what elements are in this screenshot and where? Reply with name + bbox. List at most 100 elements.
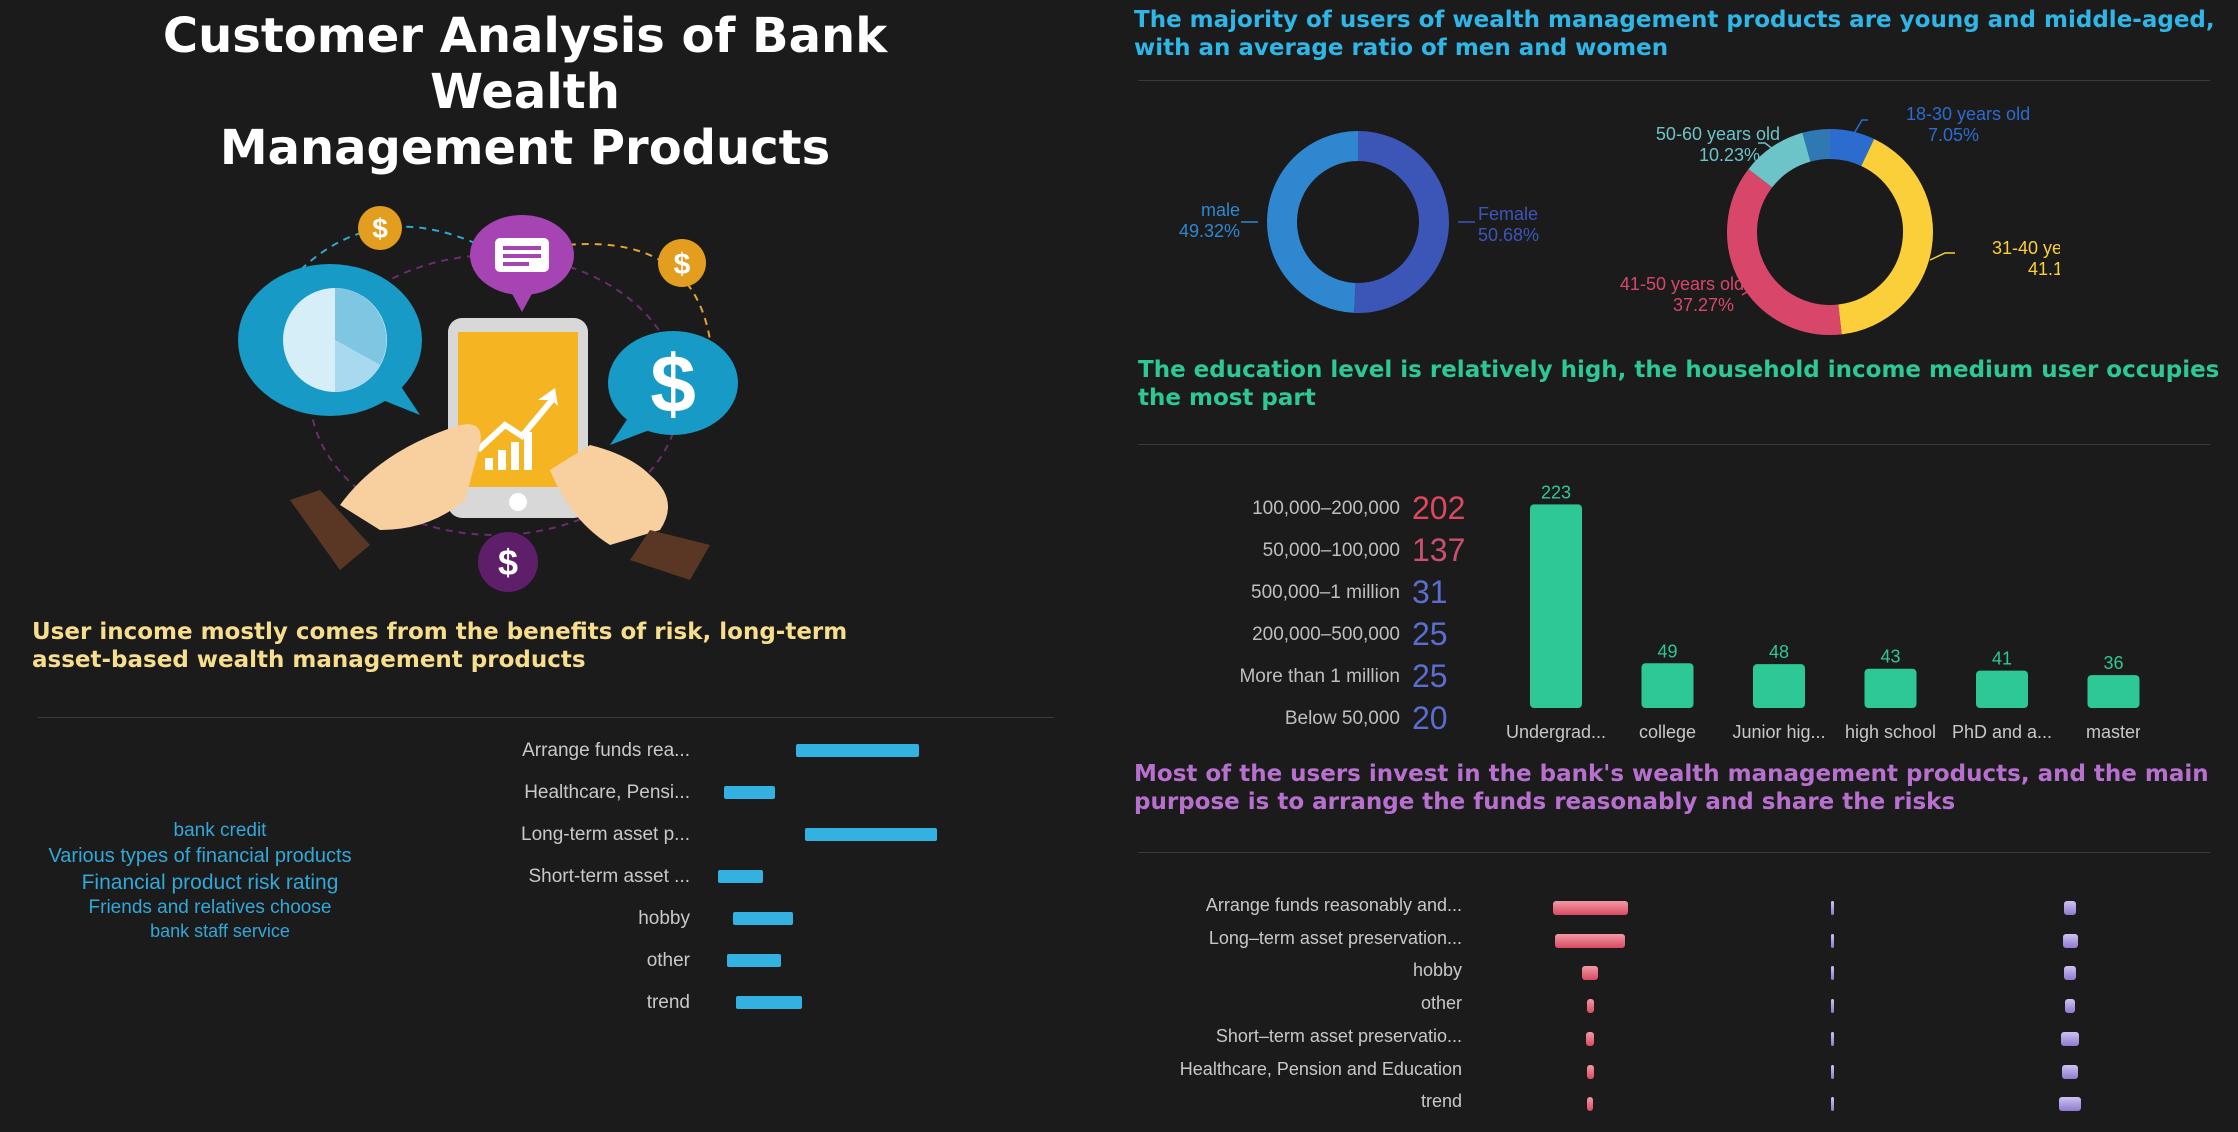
purpose-bar — [1830, 1097, 1834, 1112]
slice-label: male — [1201, 200, 1240, 220]
donut-slice — [1267, 131, 1359, 313]
income-range-label: Below 50,000 — [1284, 708, 1400, 729]
donut-slice — [1802, 129, 1831, 162]
purpose-bar — [2062, 933, 2078, 948]
education-value-label: 43 — [1880, 647, 1900, 667]
purpose-bar — [1830, 901, 1834, 915]
purpose-heading: Most of the users invest in the bank's w… — [1134, 761, 2209, 815]
income-range-value: 137 — [1412, 532, 1466, 568]
divider — [1138, 852, 2210, 853]
purpose-bar — [1830, 1031, 1834, 1046]
income-source-label: other — [646, 950, 690, 971]
education-value-label: 223 — [1541, 482, 1571, 502]
purpose-bar — [1830, 1064, 1834, 1079]
education-category-label: Undergrad... — [1506, 722, 1606, 742]
pie-chart-bubble-icon — [238, 264, 422, 416]
purpose-bar — [1586, 1064, 1594, 1079]
income-source-bar — [718, 870, 763, 883]
education-category-label: Junior hig... — [1732, 722, 1825, 742]
donut-slice — [1748, 132, 1811, 188]
svg-text:$: $ — [372, 213, 388, 244]
purpose-label: hobby — [1412, 960, 1462, 981]
income-source-bar — [724, 786, 775, 799]
income-source-label: Arrange funds rea... — [522, 740, 690, 761]
purpose-label: trend — [1420, 1091, 1462, 1112]
donut-slice — [1829, 129, 1875, 167]
education-bar-chart: 223 Undergrad... 49 college 48 Junior hig... 4… — [1506, 482, 2140, 742]
purpose-bar — [1830, 966, 1834, 981]
slice-label: 31-40 years old — [1992, 238, 2060, 258]
income-range-label: More than 1 million — [1239, 666, 1400, 687]
education-bar — [1641, 663, 1694, 708]
income-source-bar — [805, 828, 937, 841]
education-value-label: 48 — [1769, 642, 1789, 662]
income-source-label: Healthcare, Pensi... — [524, 782, 690, 803]
purpose-bar — [2065, 999, 2075, 1014]
cloud-word: Friends and relatives choose — [88, 897, 332, 918]
slice-percent: 10.23% — [1699, 145, 1760, 165]
wealth-management-illustration: $ $ $ $ — [238, 206, 738, 592]
income-source-bar — [796, 744, 919, 757]
education-income-heading: The education level is relatively high, … — [1138, 357, 2220, 411]
purpose-bar — [1586, 1031, 1594, 1046]
slice-label: Female — [1478, 204, 1538, 224]
purpose-bar — [1587, 1097, 1593, 1112]
slice-percent: 37.27% — [1673, 295, 1734, 315]
word-cloud: bank credit Various types of financial p… — [40, 818, 440, 944]
income-source-label: trend — [646, 992, 690, 1013]
income-range-label: 200,000–500,000 — [1252, 624, 1400, 645]
education-bar — [1864, 668, 1917, 708]
purpose-bar — [1555, 933, 1625, 948]
divider — [1138, 80, 2210, 81]
slice-percent: 7.05% — [1928, 125, 1979, 145]
page-title: Customer Analysis of Bank Wealth Managem… — [60, 8, 990, 176]
donut-slice — [1837, 138, 1933, 335]
smartphone-icon — [448, 318, 588, 518]
coin-icon: $ — [478, 532, 538, 592]
leader-line — [1741, 289, 1760, 296]
purpose-label: Short–term asset preservatio... — [1215, 1025, 1462, 1046]
income-range-label: 50,000–100,000 — [1262, 540, 1400, 561]
purpose-bar — [1586, 999, 1594, 1014]
purpose-bar — [2061, 1031, 2079, 1046]
income-source-label: Short-term asset ... — [528, 866, 690, 887]
purpose-bar — [2064, 901, 2076, 915]
education-category-label: master — [2086, 722, 2140, 742]
dollar-bubble-icon: $ — [608, 331, 738, 445]
coin-icon: $ — [658, 239, 706, 287]
education-bar — [2087, 675, 2140, 708]
slice-percent: 49.32% — [1179, 221, 1240, 241]
purpose-bar — [2059, 1097, 2081, 1112]
income-source-bar — [727, 954, 781, 967]
income-source-heading: User income mostly comes from the benefi… — [32, 619, 848, 673]
cloud-word: bank credit — [173, 820, 267, 841]
income-range-value: 31 — [1412, 574, 1448, 610]
education-category-label: PhD and a... — [1952, 722, 2052, 742]
slice-percent: 50.68% — [1478, 225, 1539, 245]
income-range-label: 500,000–1 million — [1251, 582, 1400, 603]
income-range-value: 20 — [1412, 700, 1448, 736]
svg-text:$: $ — [674, 248, 691, 281]
coin-icon: $ — [358, 206, 402, 250]
income-source-bar — [733, 912, 793, 925]
income-source-label: hobby — [638, 908, 690, 929]
income-range-value: 25 — [1412, 658, 1448, 694]
cloud-word: Various types of financial products — [48, 845, 352, 867]
purpose-bar — [1582, 966, 1598, 981]
income-range-value: 25 — [1412, 616, 1448, 652]
hands-icon — [290, 424, 710, 580]
purpose-label: other — [1420, 993, 1462, 1014]
slice-label: 50-60 years old — [1656, 124, 1780, 144]
page-title-line1: Customer Analysis of Bank Wealth — [162, 8, 888, 120]
age-gender-heading: The majority of users of wealth manageme… — [1134, 7, 2215, 61]
slice-label: 41-50 years old — [1620, 274, 1744, 294]
leader-line — [1851, 119, 1868, 138]
divider — [38, 717, 1054, 718]
purpose-label: Long–term asset preservation... — [1208, 927, 1462, 948]
purpose-bar — [1830, 999, 1834, 1014]
purpose-bar — [2064, 966, 2076, 981]
cloud-word: Financial product risk rating — [81, 871, 339, 894]
education-category-label: high school — [1845, 722, 1936, 742]
svg-text:$: $ — [498, 542, 518, 583]
purpose-label: Arrange funds reasonably and... — [1205, 895, 1462, 915]
